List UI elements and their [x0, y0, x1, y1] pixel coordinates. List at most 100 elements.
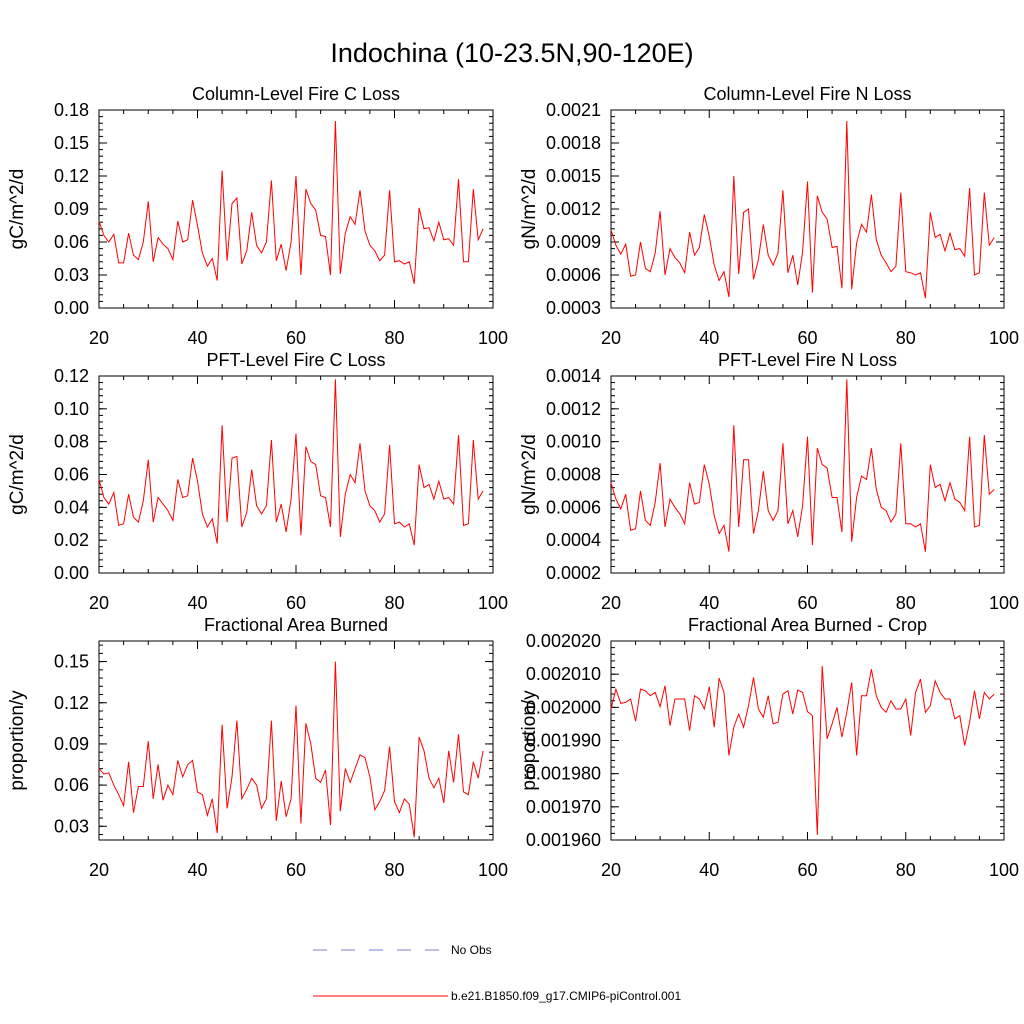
legend-label-no-obs: No Obs — [451, 943, 492, 957]
y-tick-label: 0.03 — [54, 265, 89, 285]
series-line — [98, 661, 484, 838]
y-tick-label: 0.0012 — [546, 199, 601, 219]
y-tick-label: 0.0009 — [546, 232, 601, 252]
series-line — [610, 379, 995, 552]
y-tick-label: 0.001960 — [526, 830, 601, 850]
x-tick-label: 20 — [601, 328, 621, 348]
panel-title: Column-Level Fire N Loss — [703, 84, 911, 104]
legend-label-model-run: b.e21.B1850.f09_g17.CMIP6-piControl.001 — [451, 989, 681, 1003]
chart-panel-4: PFT-Level Fire N Loss gN/m^2/d 20 40 60 80 100… — [519, 350, 1019, 613]
chart-panel-5: Fractional Area Burned proportion/y 20 40 60… — [7, 615, 508, 880]
plot-frame — [610, 375, 1005, 574]
y-tick-label: 0.06 — [54, 232, 89, 252]
y-tick-label: 0.02 — [54, 530, 89, 550]
y-axis-label: gN/m^2/d — [519, 169, 540, 250]
series-line — [98, 379, 484, 546]
x-tick-label: 100 — [989, 860, 1019, 880]
x-tick-label: 60 — [797, 860, 817, 880]
x-tick-label: 80 — [896, 328, 916, 348]
y-tick-label: 0.09 — [54, 199, 89, 219]
x-tick-label: 100 — [478, 860, 508, 880]
legend: No Obs b.e21.B1850.f09_g17.CMIP6-piContr… — [313, 943, 681, 1003]
series-line — [610, 665, 995, 836]
panel-title: PFT-Level Fire N Loss — [718, 350, 897, 370]
y-tick-label: 0.0018 — [546, 133, 601, 153]
x-tick-label: 80 — [896, 593, 916, 613]
x-tick-label: 60 — [797, 593, 817, 613]
y-tick-label: 0.001990 — [526, 731, 601, 751]
panels-container: Column-Level Fire C Loss gC/m^2/d 20 40 60 80… — [7, 84, 1019, 880]
y-tick-label: 0.0021 — [546, 100, 601, 120]
plot-frame — [98, 375, 494, 574]
x-tick-label: 40 — [187, 328, 207, 348]
y-tick-label: 0.09 — [54, 734, 89, 754]
plot-frame — [610, 640, 1005, 841]
chart-panel-6: Fractional Area Burned - Crop proportion/… — [519, 615, 1019, 880]
y-tick-label: 0.001970 — [526, 797, 601, 817]
y-tick-label: 0.03 — [54, 816, 89, 836]
y-axis-label: gN/m^2/d — [519, 434, 540, 515]
y-tick-label: 0.0002 — [546, 563, 601, 583]
panel-title: Column-Level Fire C Loss — [192, 84, 400, 104]
y-axis-label: gC/m^2/d — [7, 434, 28, 515]
x-tick-label: 40 — [699, 860, 719, 880]
y-axis-label: proportion/y — [519, 690, 540, 791]
x-tick-label: 40 — [699, 328, 719, 348]
series-line — [610, 120, 995, 299]
x-tick-label: 60 — [286, 860, 306, 880]
y-tick-label: 0.04 — [54, 497, 89, 517]
x-tick-label: 60 — [797, 328, 817, 348]
x-tick-label: 20 — [89, 328, 109, 348]
y-tick-label: 0.001980 — [526, 764, 601, 784]
x-tick-label: 20 — [601, 860, 621, 880]
x-tick-label: 100 — [478, 328, 508, 348]
x-tick-label: 100 — [989, 593, 1019, 613]
y-tick-label: 0.15 — [54, 652, 89, 672]
y-tick-label: 0.00 — [54, 563, 89, 583]
x-tick-label: 100 — [478, 593, 508, 613]
y-tick-label: 0.0014 — [546, 366, 601, 386]
y-tick-label: 0.002000 — [526, 697, 601, 717]
y-tick-label: 0.0003 — [546, 298, 601, 318]
plot-frame — [98, 109, 494, 309]
y-tick-label: 0.12 — [54, 366, 89, 386]
x-tick-label: 20 — [89, 593, 109, 613]
y-tick-label: 0.10 — [54, 399, 89, 419]
y-tick-label: 0.15 — [54, 133, 89, 153]
x-tick-label: 80 — [384, 593, 404, 613]
x-tick-label: 40 — [187, 860, 207, 880]
plot-frame — [98, 640, 494, 841]
x-tick-label: 60 — [286, 593, 306, 613]
y-tick-label: 0.0010 — [546, 432, 601, 452]
y-tick-label: 0.0004 — [546, 530, 601, 550]
y-tick-label: 0.06 — [54, 775, 89, 795]
chart-panel-2: Column-Level Fire N Loss gN/m^2/d 20 40 60 80… — [519, 84, 1019, 348]
x-tick-label: 40 — [187, 593, 207, 613]
chart-panel-1: Column-Level Fire C Loss gC/m^2/d 20 40 60 80… — [7, 84, 508, 348]
x-tick-label: 80 — [384, 860, 404, 880]
x-tick-label: 80 — [384, 328, 404, 348]
plot-frame — [610, 109, 1005, 309]
y-tick-label: 0.0015 — [546, 166, 601, 186]
y-tick-label: 0.12 — [54, 693, 89, 713]
y-tick-label: 0.00 — [54, 298, 89, 318]
x-tick-label: 100 — [989, 328, 1019, 348]
chart-panel-3: PFT-Level Fire C Loss gC/m^2/d 20 40 60 80 100… — [7, 350, 508, 613]
y-tick-label: 0.06 — [54, 465, 89, 485]
x-tick-label: 40 — [699, 593, 719, 613]
panel-title: PFT-Level Fire C Loss — [206, 350, 385, 370]
panel-title: Fractional Area Burned — [204, 615, 388, 635]
y-axis-label: proportion/y — [7, 690, 28, 791]
legend-entry-model-run: b.e21.B1850.f09_g17.CMIP6-piControl.001 — [313, 989, 681, 1003]
x-tick-label: 80 — [896, 860, 916, 880]
y-tick-label: 0.0012 — [546, 399, 601, 419]
x-tick-label: 20 — [89, 860, 109, 880]
y-tick-label: 0.0008 — [546, 465, 601, 485]
y-tick-label: 0.0006 — [546, 497, 601, 517]
x-tick-label: 60 — [286, 328, 306, 348]
y-tick-label: 0.18 — [54, 100, 89, 120]
y-axis-label: gC/m^2/d — [7, 169, 28, 250]
panel-title: Fractional Area Burned - Crop — [688, 615, 927, 635]
y-tick-label: 0.0006 — [546, 265, 601, 285]
